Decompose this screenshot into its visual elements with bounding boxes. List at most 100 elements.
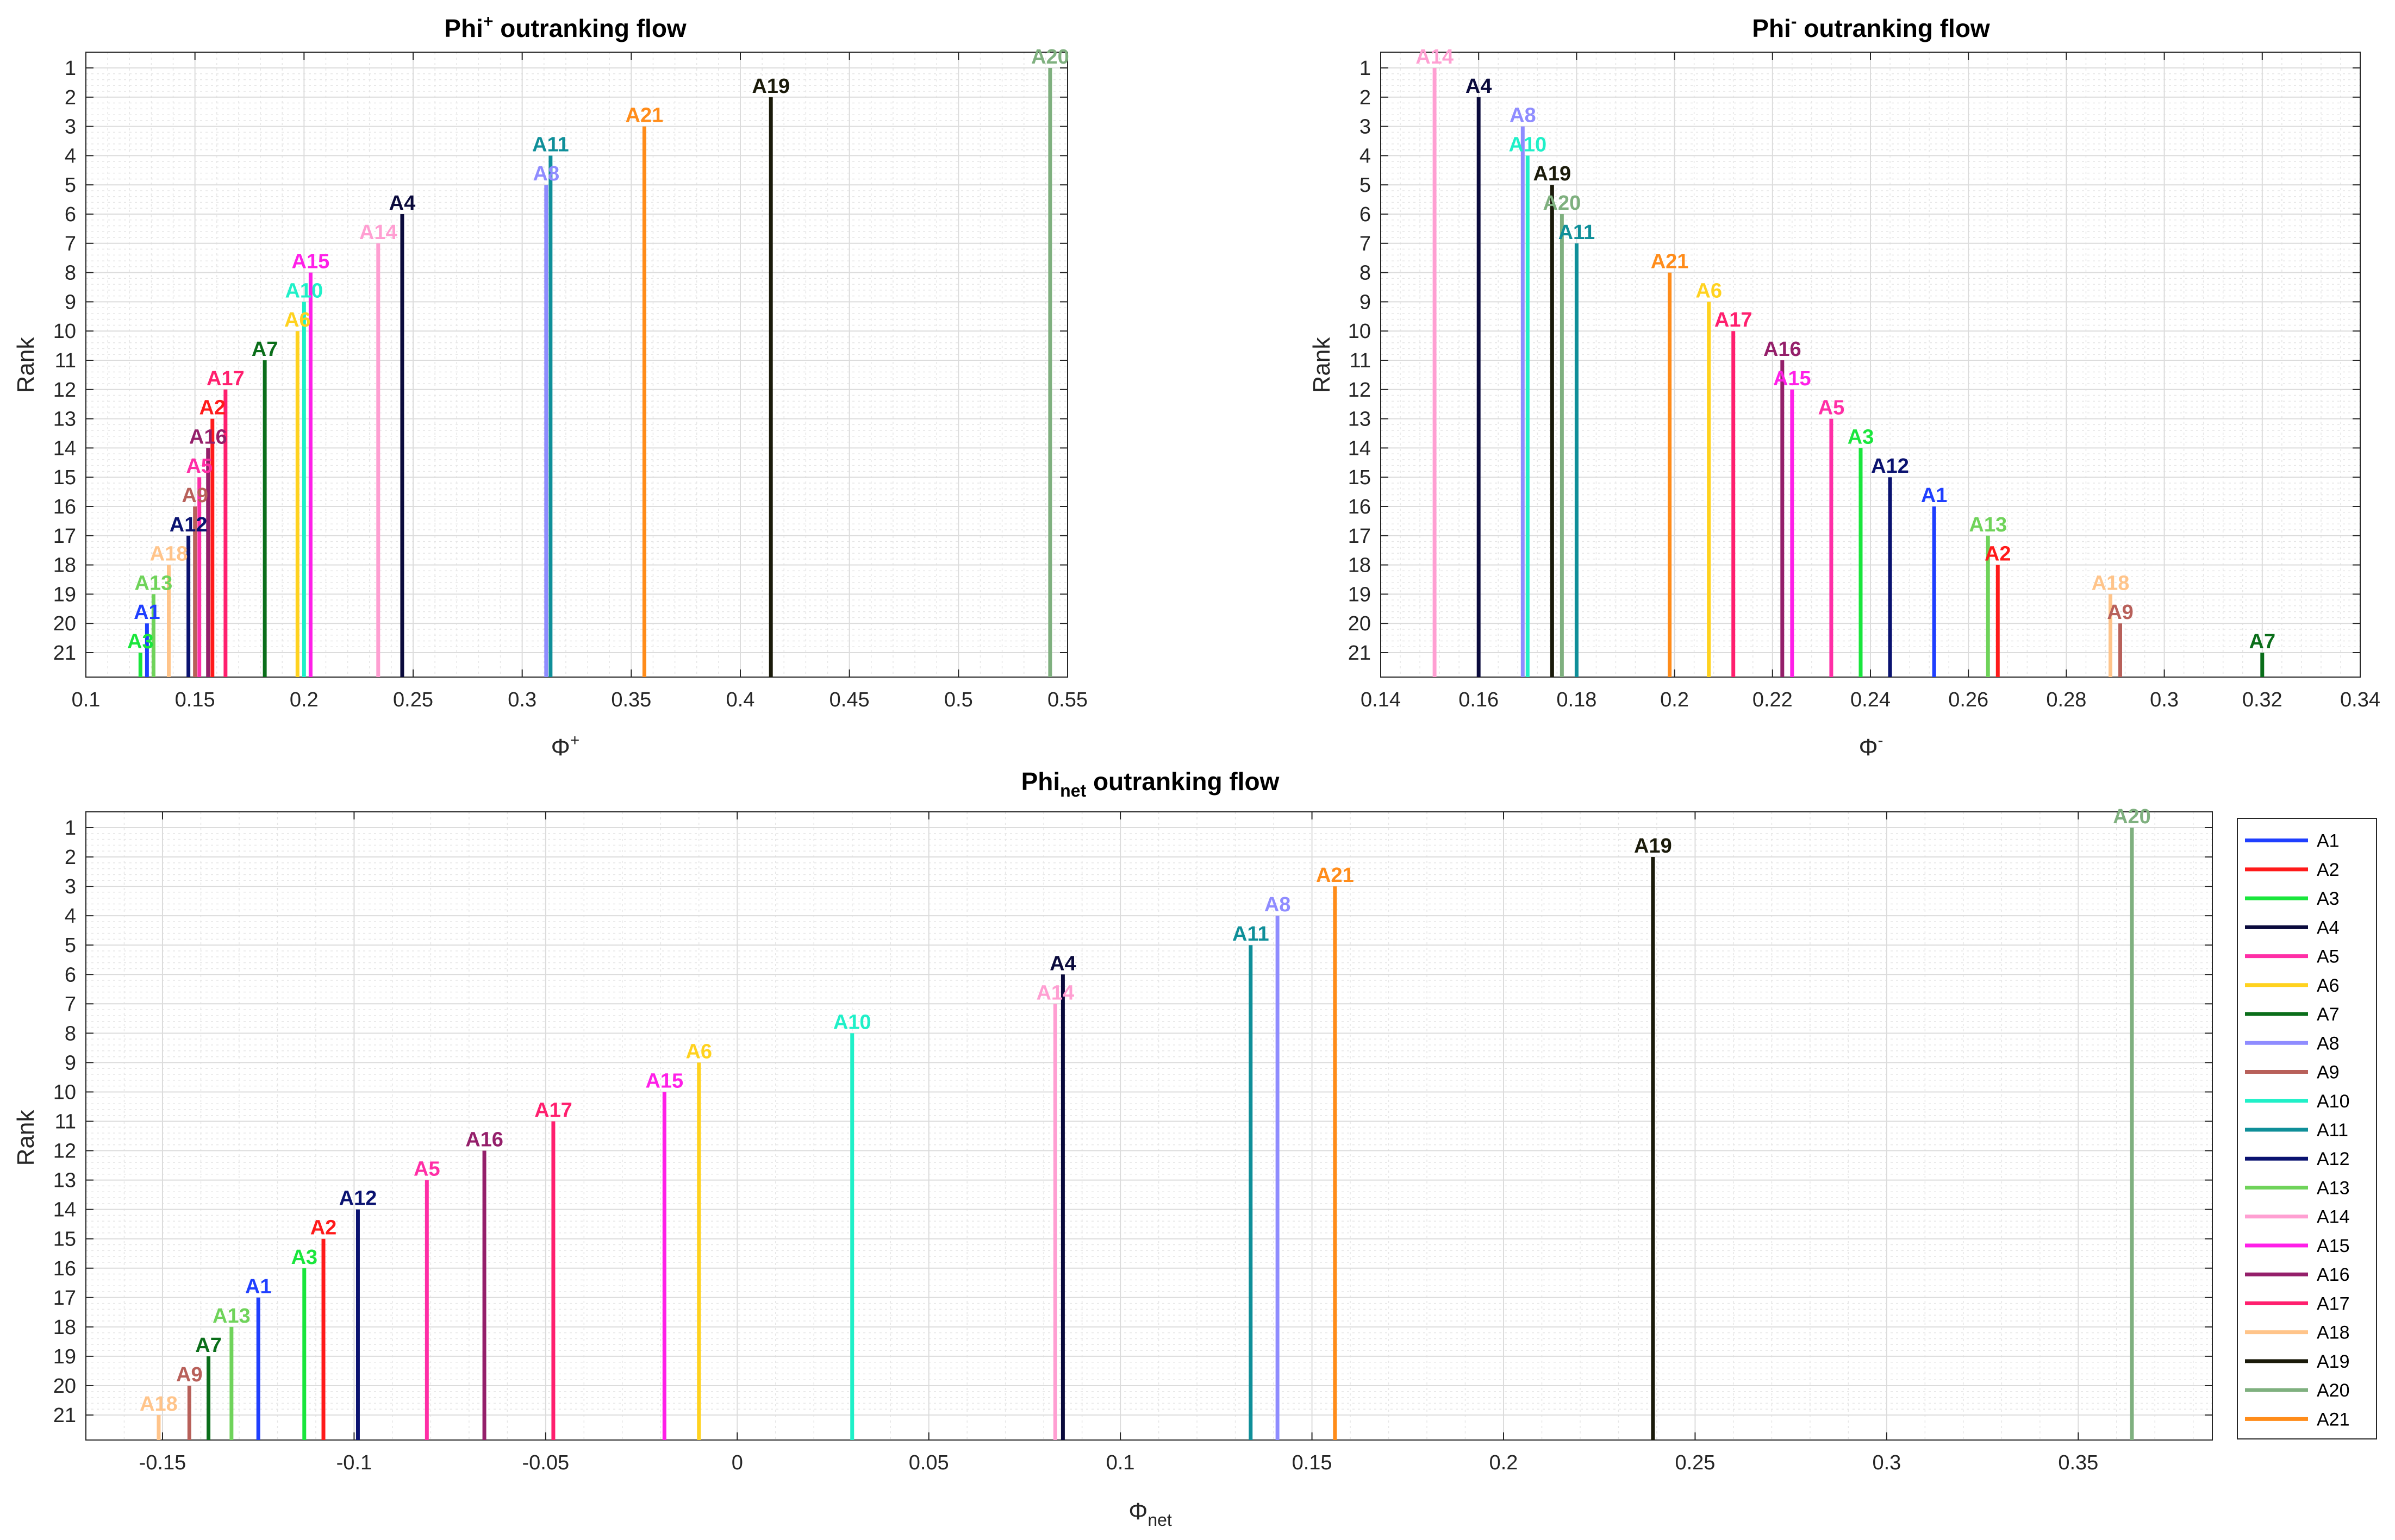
phi-net-ytick-label: 21: [53, 1404, 76, 1427]
phi-net-xlabel: Φnet: [1128, 1498, 1172, 1530]
phi-minus-xtick-label: 0.14: [1361, 688, 1401, 711]
phi-net-xtick-label: -0.15: [139, 1451, 186, 1474]
phi-net-label-a6: A6: [685, 1040, 712, 1063]
phi-minus-label-a10: A10: [1508, 133, 1546, 156]
phi-net-ytick-label: 16: [53, 1257, 76, 1280]
phi-minus-xtick-label: 0.32: [2242, 688, 2282, 711]
phi-net-ytick-label: 7: [65, 993, 76, 1016]
legend-label-a6: A6: [2317, 975, 2340, 996]
phi-minus-xtick-label: 0.26: [1948, 688, 1988, 711]
phi-plus-ytick-label: 17: [53, 525, 76, 548]
phi-plus-label-a10: A10: [285, 279, 323, 302]
legend-label-a2: A2: [2317, 860, 2340, 880]
phi-net-ytick-label: 2: [65, 846, 76, 869]
legend-label-a11: A11: [2317, 1120, 2348, 1141]
legend-label-a1: A1: [2317, 831, 2340, 852]
phi-minus-ytick-label: 1: [1359, 57, 1371, 80]
phi-minus-ytick-label: 15: [1348, 466, 1371, 489]
phi-plus-ytick-label: 1: [65, 57, 76, 80]
phi-plus-label-a16: A16: [189, 425, 227, 448]
phi-plus-label-a18: A18: [150, 543, 188, 566]
phi-plus-label-a17: A17: [207, 367, 245, 390]
phi-net-xtick-label: 0.2: [1489, 1451, 1518, 1474]
phi-plus-xtick-label: 0.45: [829, 688, 870, 711]
phi-minus-ytick-label: 16: [1348, 496, 1371, 518]
phi-net-xtick-label: 0.35: [2058, 1451, 2098, 1474]
phi-plus-label-a5: A5: [186, 455, 213, 478]
legend-label-a12: A12: [2317, 1149, 2350, 1169]
phi-net-ytick-label: 19: [53, 1345, 76, 1368]
phi-plus-xtick-label: 0.25: [393, 688, 433, 711]
phi-net-xtick-label: -0.05: [522, 1451, 570, 1474]
phi-plus-ytick-label: 18: [53, 554, 76, 577]
legend-label-a16: A16: [2317, 1264, 2350, 1285]
phi-minus-label-a2: A2: [1985, 543, 2011, 566]
phi-net-label-a15: A15: [645, 1069, 683, 1092]
legend-label-a7: A7: [2317, 1004, 2340, 1025]
phi-plus-xtick-label: 0.15: [175, 688, 215, 711]
phi-net-chart: Phinet outranking flow Φnet Rank -0.15 -0…: [13, 767, 2377, 1530]
phi-plus-label-a8: A8: [533, 162, 560, 185]
phi-minus-ylabel: Rank: [1308, 337, 1335, 393]
phi-minus-xtick-label: 0.22: [1752, 688, 1793, 711]
legend-label-a14: A14: [2317, 1207, 2350, 1228]
phi-minus-label-a5: A5: [1818, 397, 1845, 420]
phi-net-ytick-label: 20: [53, 1375, 76, 1398]
phi-minus-ytick-label: 21: [1348, 642, 1371, 665]
phi-plus-label-a14: A14: [359, 221, 397, 244]
phi-minus-axis-box: [1380, 52, 2361, 678]
phi-minus-label-a12: A12: [1871, 455, 1909, 478]
phi-plus-xlabel: Φ+: [551, 731, 580, 761]
phi-minus-ytick-label: 14: [1348, 437, 1371, 460]
phi-net-xtick-label: 0: [732, 1451, 743, 1474]
phi-minus-label-a7: A7: [2249, 630, 2276, 653]
phi-net-ytick-label: 6: [65, 963, 76, 986]
phi-plus-ytick-label: 13: [53, 408, 76, 431]
phi-net-xtick-label: 0.25: [1675, 1451, 1715, 1474]
phi-minus-ytick-label: 19: [1348, 583, 1371, 606]
phi-plus-label-a7: A7: [252, 338, 278, 361]
phi-minus-label-a14: A14: [1415, 46, 1454, 68]
phi-net-xtick-label: 0.3: [1872, 1451, 1901, 1474]
phi-minus-label-a21: A21: [1651, 251, 1689, 273]
phi-net-xtick-label: 0.1: [1106, 1451, 1135, 1474]
phi-minus-xlabel: Φ-: [1858, 731, 1883, 761]
phi-minus-label-a8: A8: [1510, 104, 1536, 127]
phi-minus-ytick-label: 18: [1348, 554, 1371, 577]
phi-net-label-a2: A2: [310, 1217, 337, 1239]
phi-net-xtick-label: 0.15: [1292, 1451, 1332, 1474]
legend-label-a5: A5: [2317, 947, 2340, 967]
legend-label-a9: A9: [2317, 1062, 2340, 1083]
phi-net-label-a20: A20: [2113, 805, 2151, 828]
phi-minus-xtick-label: 0.2: [1660, 688, 1689, 711]
phi-minus-label-a20: A20: [1543, 192, 1581, 215]
phi-net-axis-box: [85, 811, 2213, 1441]
legend-label-a18: A18: [2317, 1323, 2350, 1343]
legend: A1 A2 A3 A4 A5 A6 A7 A8 A9 A10 A11 A12 A13 A14 A15 A16 A…: [2237, 818, 2377, 1439]
phi-plus-ytick-label: 2: [65, 86, 76, 109]
phi-plus-ytick-label: 4: [65, 145, 76, 167]
legend-label-a20: A20: [2317, 1380, 2350, 1401]
phi-plus-label-a13: A13: [135, 572, 173, 594]
phi-plus-label-a2: A2: [199, 397, 226, 420]
phi-net-label-a14: A14: [1036, 981, 1074, 1004]
legend-label-a19: A19: [2317, 1351, 2350, 1372]
phi-plus-axis-box: [85, 52, 1068, 678]
phi-minus-ytick-label: 20: [1348, 612, 1371, 635]
phi-net-label-a10: A10: [833, 1011, 871, 1034]
phi-minus-xtick-label: 0.24: [1850, 688, 1891, 711]
phi-plus-label-a15: A15: [292, 251, 330, 273]
phi-minus-label-a16: A16: [1763, 338, 1801, 361]
phi-net-ytick-label: 12: [53, 1140, 76, 1163]
phi-plus-ytick-label: 9: [65, 291, 76, 314]
phi-plus-label-a21: A21: [626, 104, 664, 127]
phi-plus-xtick-label: 0.35: [611, 688, 651, 711]
phi-minus-label-a13: A13: [1969, 514, 2007, 536]
phi-plus-xtick-label: 0.2: [290, 688, 319, 711]
phi-net-label-a17: A17: [534, 1099, 572, 1122]
phi-net-ytick-label: 4: [65, 905, 76, 928]
phi-net-ytick-label: 13: [53, 1169, 76, 1192]
phi-net-label-a5: A5: [414, 1158, 440, 1181]
phi-plus-label-a9: A9: [182, 484, 208, 507]
phi-minus-label-a9: A9: [2107, 601, 2134, 624]
